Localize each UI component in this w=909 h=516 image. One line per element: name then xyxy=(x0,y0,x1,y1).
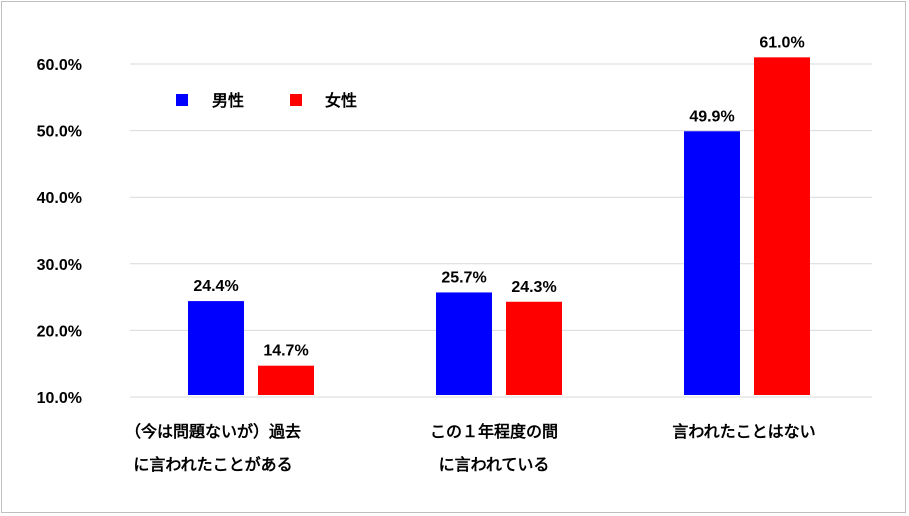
bars xyxy=(188,57,810,396)
bar-male-1 xyxy=(436,292,492,395)
bar-female-1 xyxy=(506,301,562,395)
y-tick-label: 30.0% xyxy=(37,257,82,274)
category-label: に言われている xyxy=(439,455,550,474)
y-tick-label: 40.0% xyxy=(37,190,82,207)
legend-swatch-male xyxy=(176,94,188,106)
bar-female-2 xyxy=(754,57,810,396)
legend-label-male: 男性 xyxy=(212,91,244,110)
y-axis: 10.0% 20.0% 30.0% 40.0% 50.0% 60.0% xyxy=(37,57,82,407)
y-tick-label: 20.0% xyxy=(37,323,82,340)
category-label: この１年程度の間 xyxy=(430,422,558,441)
data-labels: 24.4% 25.7% 49.9% 14.7% 24.3% 61.0% xyxy=(193,34,804,359)
data-label: 61.0% xyxy=(759,34,804,51)
bar-male-0 xyxy=(188,301,244,395)
bar-male-2 xyxy=(684,131,740,396)
legend-background xyxy=(160,70,405,128)
y-tick-label: 50.0% xyxy=(37,124,82,141)
legend-swatch-female xyxy=(290,94,302,106)
legend-label-female: 女性 xyxy=(325,91,357,110)
legend: 男性 女性 xyxy=(160,70,405,128)
data-label: 49.9% xyxy=(689,108,734,125)
gridlines xyxy=(130,63,872,398)
category-label: 言われたことはない xyxy=(672,422,815,441)
category-label: に言われたことがある xyxy=(133,455,292,474)
data-label: 25.7% xyxy=(441,269,486,286)
data-label: 24.4% xyxy=(193,278,238,295)
category-label: （今は問題ないが）過去 xyxy=(125,422,301,441)
y-tick-label: 60.0% xyxy=(37,57,82,74)
bar-female-0 xyxy=(258,365,314,395)
data-label: 24.3% xyxy=(511,279,556,296)
y-tick-label: 10.0% xyxy=(37,390,82,407)
data-label: 14.7% xyxy=(263,343,308,360)
